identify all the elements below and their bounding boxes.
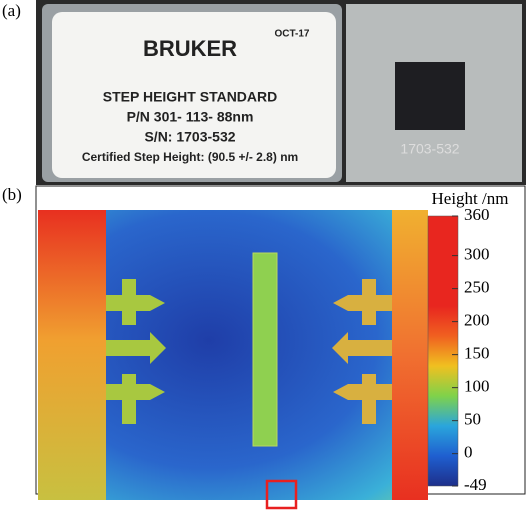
date: OCT-17 bbox=[274, 29, 309, 40]
sample bbox=[395, 62, 465, 130]
figure: BRUKER OCT-17 STEP HEIGHT STANDARD P/N 3… bbox=[0, 0, 532, 524]
colorbar-tick-label: -49 bbox=[464, 475, 487, 494]
part-number: P/N 301- 113- 88nm bbox=[127, 109, 254, 125]
panel-label: (a) bbox=[2, 1, 21, 20]
colorbar-tick-label: 300 bbox=[464, 245, 490, 264]
card-title: STEP HEIGHT STANDARD bbox=[103, 89, 278, 105]
colorbar-tick-label: 100 bbox=[464, 377, 490, 396]
colorbar-tick-label: 200 bbox=[464, 311, 490, 330]
center-bar bbox=[253, 253, 277, 446]
colorbar bbox=[428, 216, 458, 486]
certified: Certified Step Height: (90.5 +/- 2.8) nm bbox=[82, 150, 298, 164]
colorbar-tick-label: 360 bbox=[464, 205, 490, 224]
colorbar-tick-label: 0 bbox=[464, 443, 473, 462]
colorbar-tick-label: 50 bbox=[464, 410, 481, 429]
colorbar-tick-label: 150 bbox=[464, 344, 490, 363]
sample-text: 1703-532 bbox=[400, 141, 459, 157]
right-band bbox=[392, 210, 428, 500]
panel-label: (b) bbox=[2, 185, 22, 204]
left-band bbox=[38, 210, 106, 500]
serial: S/N: 1703-532 bbox=[144, 129, 235, 145]
colorbar-tick-label: 250 bbox=[464, 278, 490, 297]
brand: BRUKER bbox=[143, 36, 237, 61]
